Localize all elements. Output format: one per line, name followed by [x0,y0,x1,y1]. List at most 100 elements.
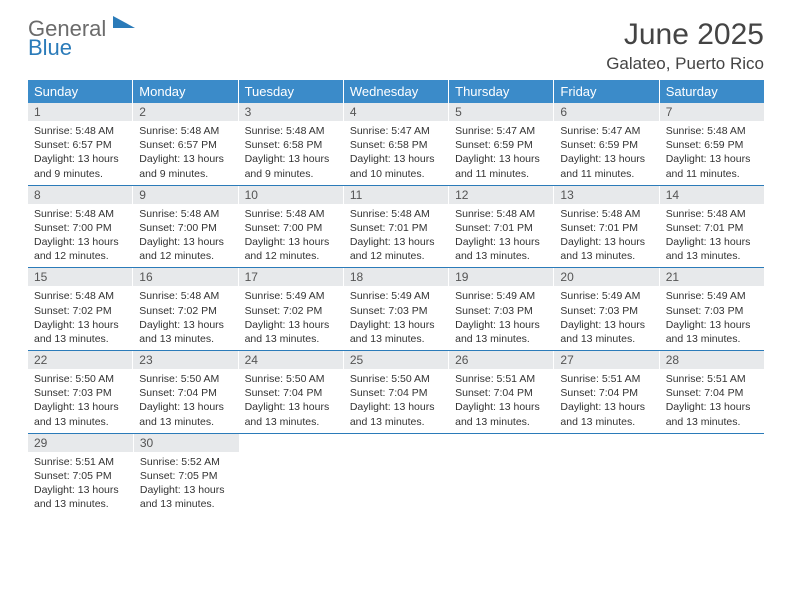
day-cell: 18Sunrise: 5:49 AMSunset: 7:03 PMDayligh… [344,268,449,350]
day-number: 7 [660,103,764,121]
day-body: Sunrise: 5:51 AMSunset: 7:05 PMDaylight:… [28,452,133,512]
day-number: 5 [449,103,553,121]
day-body: Sunrise: 5:48 AMSunset: 7:01 PMDaylight:… [660,204,764,264]
week-row: 15Sunrise: 5:48 AMSunset: 7:02 PMDayligh… [28,268,764,351]
day-body: Sunrise: 5:47 AMSunset: 6:59 PMDaylight:… [554,121,658,181]
day-body: Sunrise: 5:50 AMSunset: 7:04 PMDaylight:… [344,369,448,429]
day-number: 3 [239,103,343,121]
day-number: 30 [134,434,239,452]
day-number: 29 [28,434,133,452]
day-body: Sunrise: 5:48 AMSunset: 7:00 PMDaylight:… [28,204,132,264]
day-cell: 20Sunrise: 5:49 AMSunset: 7:03 PMDayligh… [554,268,659,350]
empty-cell [449,434,554,516]
calendar-page: General Blue June 2025 Galateo, Puerto R… [0,0,792,533]
page-title: June 2025 [606,18,764,52]
day-cell: 25Sunrise: 5:50 AMSunset: 7:04 PMDayligh… [344,351,449,433]
day-number: 19 [449,268,553,286]
day-body: Sunrise: 5:52 AMSunset: 7:05 PMDaylight:… [134,452,239,512]
day-cell: 15Sunrise: 5:48 AMSunset: 7:02 PMDayligh… [28,268,133,350]
day-number: 11 [344,186,448,204]
day-number: 1 [28,103,132,121]
day-cell: 16Sunrise: 5:48 AMSunset: 7:02 PMDayligh… [133,268,238,350]
day-body: Sunrise: 5:48 AMSunset: 7:01 PMDaylight:… [554,204,658,264]
day-number: 2 [133,103,237,121]
day-number: 28 [660,351,764,369]
day-number: 24 [239,351,343,369]
day-cell: 27Sunrise: 5:51 AMSunset: 7:04 PMDayligh… [554,351,659,433]
day-body: Sunrise: 5:48 AMSunset: 7:01 PMDaylight:… [449,204,553,264]
day-body: Sunrise: 5:48 AMSunset: 7:02 PMDaylight:… [133,286,237,346]
day-number: 16 [133,268,237,286]
logo: General Blue [28,18,135,59]
day-body: Sunrise: 5:50 AMSunset: 7:03 PMDaylight:… [28,369,132,429]
day-cell: 19Sunrise: 5:49 AMSunset: 7:03 PMDayligh… [449,268,554,350]
day-cell: 9Sunrise: 5:48 AMSunset: 7:00 PMDaylight… [133,186,238,268]
weekday-header: Thursday [449,80,554,103]
day-number: 20 [554,268,658,286]
day-cell: 23Sunrise: 5:50 AMSunset: 7:04 PMDayligh… [133,351,238,433]
day-number: 23 [133,351,237,369]
day-cell: 5Sunrise: 5:47 AMSunset: 6:59 PMDaylight… [449,103,554,185]
day-body: Sunrise: 5:48 AMSunset: 7:00 PMDaylight:… [239,204,343,264]
day-body: Sunrise: 5:49 AMSunset: 7:03 PMDaylight:… [660,286,764,346]
day-body: Sunrise: 5:48 AMSunset: 7:01 PMDaylight:… [344,204,448,264]
day-body: Sunrise: 5:51 AMSunset: 7:04 PMDaylight:… [449,369,553,429]
day-body: Sunrise: 5:51 AMSunset: 7:04 PMDaylight:… [660,369,764,429]
day-cell: 6Sunrise: 5:47 AMSunset: 6:59 PMDaylight… [554,103,659,185]
day-cell: 4Sunrise: 5:47 AMSunset: 6:58 PMDaylight… [344,103,449,185]
day-number: 10 [239,186,343,204]
day-body: Sunrise: 5:47 AMSunset: 6:58 PMDaylight:… [344,121,448,181]
day-cell: 13Sunrise: 5:48 AMSunset: 7:01 PMDayligh… [554,186,659,268]
day-number: 17 [239,268,343,286]
day-number: 14 [660,186,764,204]
day-cell: 30Sunrise: 5:52 AMSunset: 7:05 PMDayligh… [134,434,240,516]
day-body: Sunrise: 5:49 AMSunset: 7:03 PMDaylight:… [554,286,658,346]
day-cell: 3Sunrise: 5:48 AMSunset: 6:58 PMDaylight… [239,103,344,185]
calendar-grid: SundayMondayTuesdayWednesdayThursdayFrid… [28,80,764,515]
week-row: 22Sunrise: 5:50 AMSunset: 7:03 PMDayligh… [28,351,764,434]
weekday-header: Tuesday [239,80,344,103]
weeks-container: 1Sunrise: 5:48 AMSunset: 6:57 PMDaylight… [28,103,764,515]
weekday-header: Saturday [660,80,764,103]
day-cell: 11Sunrise: 5:48 AMSunset: 7:01 PMDayligh… [344,186,449,268]
day-number: 26 [449,351,553,369]
day-cell: 14Sunrise: 5:48 AMSunset: 7:01 PMDayligh… [660,186,764,268]
weekday-header: Wednesday [344,80,449,103]
title-block: June 2025 Galateo, Puerto Rico [606,18,764,74]
weekday-header: Sunday [28,80,133,103]
day-body: Sunrise: 5:48 AMSunset: 6:57 PMDaylight:… [133,121,237,181]
empty-cell [345,434,450,516]
day-number: 8 [28,186,132,204]
day-cell: 12Sunrise: 5:48 AMSunset: 7:01 PMDayligh… [449,186,554,268]
day-body: Sunrise: 5:48 AMSunset: 7:02 PMDaylight:… [28,286,132,346]
logo-mark-icon [113,16,135,28]
day-number: 9 [133,186,237,204]
day-body: Sunrise: 5:48 AMSunset: 6:58 PMDaylight:… [239,121,343,181]
day-cell: 10Sunrise: 5:48 AMSunset: 7:00 PMDayligh… [239,186,344,268]
week-row: 1Sunrise: 5:48 AMSunset: 6:57 PMDaylight… [28,103,764,186]
day-cell: 7Sunrise: 5:48 AMSunset: 6:59 PMDaylight… [660,103,764,185]
weekday-header: Monday [133,80,238,103]
week-row: 29Sunrise: 5:51 AMSunset: 7:05 PMDayligh… [28,434,764,516]
day-number: 25 [344,351,448,369]
day-body: Sunrise: 5:51 AMSunset: 7:04 PMDaylight:… [554,369,658,429]
day-number: 22 [28,351,132,369]
day-number: 21 [660,268,764,286]
empty-cell [659,434,764,516]
day-number: 13 [554,186,658,204]
day-number: 27 [554,351,658,369]
day-number: 18 [344,268,448,286]
day-cell: 22Sunrise: 5:50 AMSunset: 7:03 PMDayligh… [28,351,133,433]
day-cell: 17Sunrise: 5:49 AMSunset: 7:02 PMDayligh… [239,268,344,350]
day-body: Sunrise: 5:48 AMSunset: 6:59 PMDaylight:… [660,121,764,181]
day-cell: 29Sunrise: 5:51 AMSunset: 7:05 PMDayligh… [28,434,134,516]
day-body: Sunrise: 5:49 AMSunset: 7:03 PMDaylight:… [344,286,448,346]
weekday-header-row: SundayMondayTuesdayWednesdayThursdayFrid… [28,80,764,103]
week-row: 8Sunrise: 5:48 AMSunset: 7:00 PMDaylight… [28,186,764,269]
day-cell: 28Sunrise: 5:51 AMSunset: 7:04 PMDayligh… [660,351,764,433]
day-cell: 8Sunrise: 5:48 AMSunset: 7:00 PMDaylight… [28,186,133,268]
day-body: Sunrise: 5:48 AMSunset: 7:00 PMDaylight:… [133,204,237,264]
day-number: 12 [449,186,553,204]
header: General Blue June 2025 Galateo, Puerto R… [28,18,764,74]
weekday-header: Friday [554,80,659,103]
